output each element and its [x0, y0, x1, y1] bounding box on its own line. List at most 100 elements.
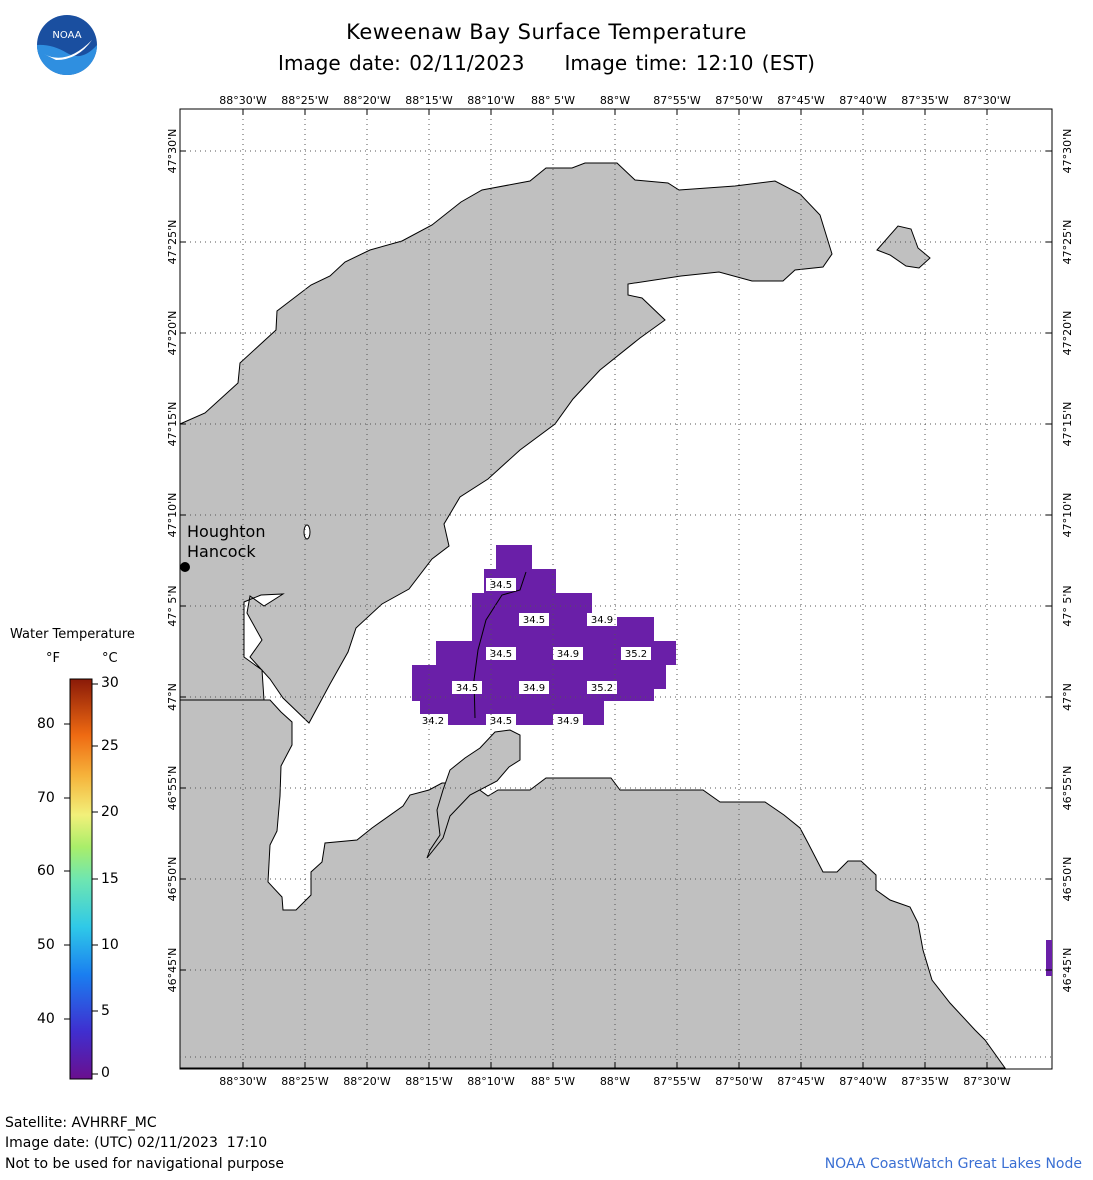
temp-label: 34.5 — [490, 649, 512, 660]
image-time: Image time: 12:10 (EST) — [564, 51, 815, 75]
lon-label-bottom: 87°45'W — [777, 1075, 825, 1088]
legend-c-tick: 0 — [101, 1065, 110, 1081]
map-title: Keweenaw Bay Surface Temperature — [346, 20, 747, 44]
temp-label: 34.2 — [422, 716, 444, 727]
logo-text: NOAA — [52, 30, 81, 41]
footer-disclaimer: Not to be used for navigational purpose — [5, 1156, 284, 1172]
lat-label-right: 47°10'N — [1061, 493, 1074, 538]
temp-label: 34.5 — [490, 580, 512, 591]
lon-label-top: 88° 5'W — [531, 94, 575, 107]
legend-unit-c: °C — [102, 651, 118, 666]
legend-f-tick: 40 — [37, 1011, 55, 1027]
temp-label: 35.2 — [591, 683, 613, 694]
houghton-hancock-marker — [180, 562, 190, 572]
lon-label-top: 87°50'W — [715, 94, 763, 107]
legend-title: Water Temperature — [10, 627, 135, 642]
city-label-houghton: Houghton — [187, 522, 265, 541]
lat-label-right: 47°N — [1061, 683, 1074, 711]
land-south-shore — [179, 699, 1006, 1069]
lon-label-bottom: 87°55'W — [653, 1075, 701, 1088]
lat-label-right: 47°15'N — [1061, 402, 1074, 447]
lon-label-bottom: 88°25'W — [281, 1075, 329, 1088]
lat-label-left: 47°20'N — [166, 311, 179, 356]
legend-c-tick: 20 — [101, 804, 119, 820]
legend-f-tick: 50 — [37, 937, 55, 953]
lon-label-bottom: 88°30'W — [219, 1075, 267, 1088]
temp-label: 34.5 — [456, 683, 478, 694]
lat-label-left: 47°N — [166, 683, 179, 711]
city-label-hancock: Hancock — [187, 542, 256, 561]
lat-label-left: 46°45'N — [166, 948, 179, 993]
river-line — [473, 571, 527, 719]
lat-label-left: 46°50'N — [166, 857, 179, 902]
temp-label: 35.2 — [625, 649, 647, 660]
lon-label-bottom: 87°40'W — [839, 1075, 887, 1088]
lon-label-top: 87°55'W — [653, 94, 701, 107]
temp-label: 34.9 — [557, 649, 579, 660]
lon-label-top: 87°40'W — [839, 94, 887, 107]
lon-label-top: 88°30'W — [219, 94, 267, 107]
land-keweenaw-peninsula — [179, 162, 833, 724]
lat-label-right: 47° 5'N — [1061, 585, 1074, 626]
inland-lake — [303, 524, 311, 540]
image-date: Image date: 02/11/2023 — [278, 51, 525, 75]
longitude-labels-top: 88°30'W 88°25'W 88°20'W 88°15'W 88°10'W 88° 5… — [219, 94, 1011, 107]
temperature-labels: 34.5 34.5 34.9 34.5 34.9 35.2 34.5 34.9 … — [418, 578, 651, 727]
temp-label: 34.9 — [523, 683, 545, 694]
lon-label-top: 87°45'W — [777, 94, 825, 107]
lat-label-left: 47°15'N — [166, 402, 179, 447]
sst-cell — [496, 545, 532, 569]
lat-label-left: 47° 5'N — [166, 585, 179, 626]
lon-label-top: 88°15'W — [405, 94, 453, 107]
lat-label-left: 47°25'N — [166, 220, 179, 265]
lat-label-right: 46°45'N — [1061, 948, 1074, 993]
lon-label-bottom: 88°15'W — [405, 1075, 453, 1088]
temp-label: 34.9 — [557, 716, 579, 727]
lat-label-right: 46°55'N — [1061, 766, 1074, 811]
longitude-labels-bottom: 88°30'W 88°25'W 88°20'W 88°15'W 88°10'W 88° 5… — [219, 1075, 1011, 1088]
lon-label-bottom: 87°50'W — [715, 1075, 763, 1088]
legend-c-tick: 25 — [101, 738, 119, 754]
lat-label-left: 47°30'N — [166, 129, 179, 174]
legend-f-tick: 80 — [37, 716, 55, 732]
legend-c-tick: 10 — [101, 937, 119, 953]
sst-cell — [472, 617, 654, 641]
frame-ticks — [180, 109, 1052, 1068]
latitude-labels-left: 47°30'N 47°25'N 47°20'N 47°15'N 47°10'N 47° 5… — [166, 129, 179, 993]
land-point-abbaye — [426, 729, 521, 859]
image-datetime: Image date: 02/11/2023 Image time: 12:10 … — [0, 51, 1093, 75]
footer-credit: NOAA CoastWatch Great Lakes Node — [824, 1156, 1082, 1172]
temp-label: 34.5 — [523, 615, 545, 626]
lon-label-top: 88°25'W — [281, 94, 329, 107]
noaa-logo-icon: NOAA — [37, 15, 97, 75]
sst-cell-edge — [1046, 940, 1052, 976]
temp-label: 34.5 — [490, 716, 512, 727]
legend-ticks — [64, 683, 98, 1075]
lon-label-bottom: 87°35'W — [901, 1075, 949, 1088]
lat-label-left: 46°55'N — [166, 766, 179, 811]
lon-label-bottom: 87°30'W — [963, 1075, 1011, 1088]
temp-label: 34.9 — [591, 615, 613, 626]
lon-label-top: 87°30'W — [963, 94, 1011, 107]
latitude-labels-right: 47°30'N 47°25'N 47°20'N 47°15'N 47°10'N 47° 5… — [1061, 129, 1074, 993]
lon-label-top: 88°10'W — [467, 94, 515, 107]
lat-label-right: 47°30'N — [1061, 129, 1074, 174]
legend-c-tick: 5 — [101, 1003, 110, 1019]
land-manitou-island — [876, 225, 931, 269]
legend-c-tick: 30 — [101, 675, 119, 691]
lon-label-bottom: 88°W — [600, 1075, 630, 1088]
lon-label-bottom: 88° 5'W — [531, 1075, 575, 1088]
lon-label-top: 88°20'W — [343, 94, 391, 107]
lon-label-top: 87°35'W — [901, 94, 949, 107]
legend-f-tick: 70 — [37, 790, 55, 806]
legend-color-bar — [69, 678, 93, 1080]
legend-unit-f: °F — [46, 651, 60, 666]
legend-c-tick: 15 — [101, 871, 119, 887]
lat-label-right: 47°25'N — [1061, 220, 1074, 265]
lat-label-right: 46°50'N — [1061, 857, 1074, 902]
legend-f-tick: 60 — [37, 863, 55, 879]
footer-utc-date: Image date: (UTC) 02/11/2023 17:10 — [5, 1135, 268, 1151]
lon-label-bottom: 88°20'W — [343, 1075, 391, 1088]
lon-label-bottom: 88°10'W — [467, 1075, 515, 1088]
